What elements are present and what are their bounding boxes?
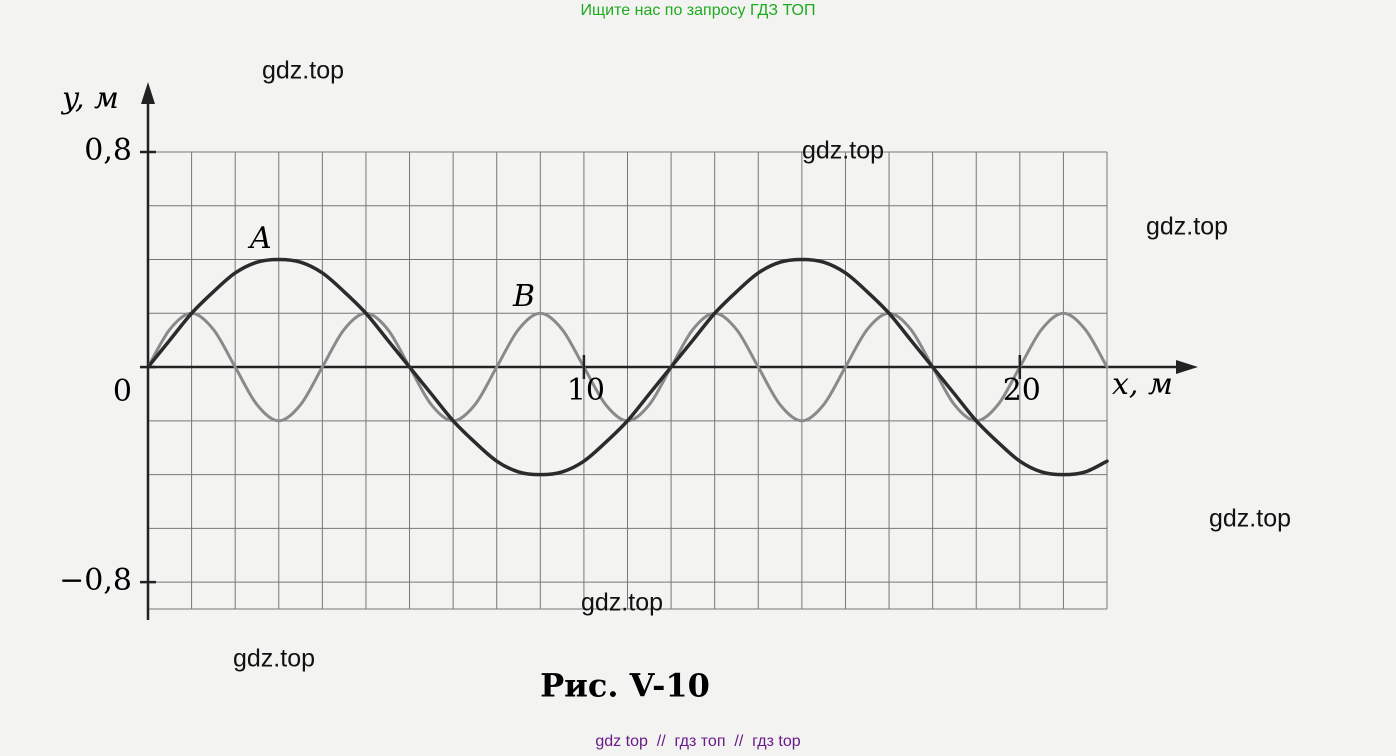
footer: gdz top // гдз топ // гдз top xyxy=(595,733,800,750)
watermark: gdz.top xyxy=(233,645,315,673)
y-axis-arrow xyxy=(141,82,155,104)
x-axis-label: x, м xyxy=(1112,367,1173,402)
header: Ищите нас по запросу ГДЗ ТОП xyxy=(581,2,816,19)
caption: Рис. V-10 xyxy=(540,667,710,705)
y-tick-label: 0,8 xyxy=(84,133,132,168)
watermark: gdz.top xyxy=(1146,213,1228,241)
y-tick-label: 0 xyxy=(113,374,132,409)
watermark: gdz.top xyxy=(802,137,884,165)
watermark: gdz.top xyxy=(1209,505,1291,533)
y-tick-label: −0,8 xyxy=(59,563,132,598)
wave-line xyxy=(146,257,1109,477)
y-axis-label: y, м xyxy=(60,81,119,116)
grid xyxy=(147,151,1108,610)
x-tick-label: 20 xyxy=(1003,373,1041,408)
watermark: gdz.top xyxy=(581,589,663,617)
annotation: B xyxy=(512,279,535,314)
watermark: gdz.top xyxy=(262,57,344,85)
x-axis-arrow xyxy=(1176,360,1198,374)
x-tick-label: 10 xyxy=(567,373,605,408)
annotation: A xyxy=(247,221,272,256)
curves xyxy=(146,257,1109,477)
